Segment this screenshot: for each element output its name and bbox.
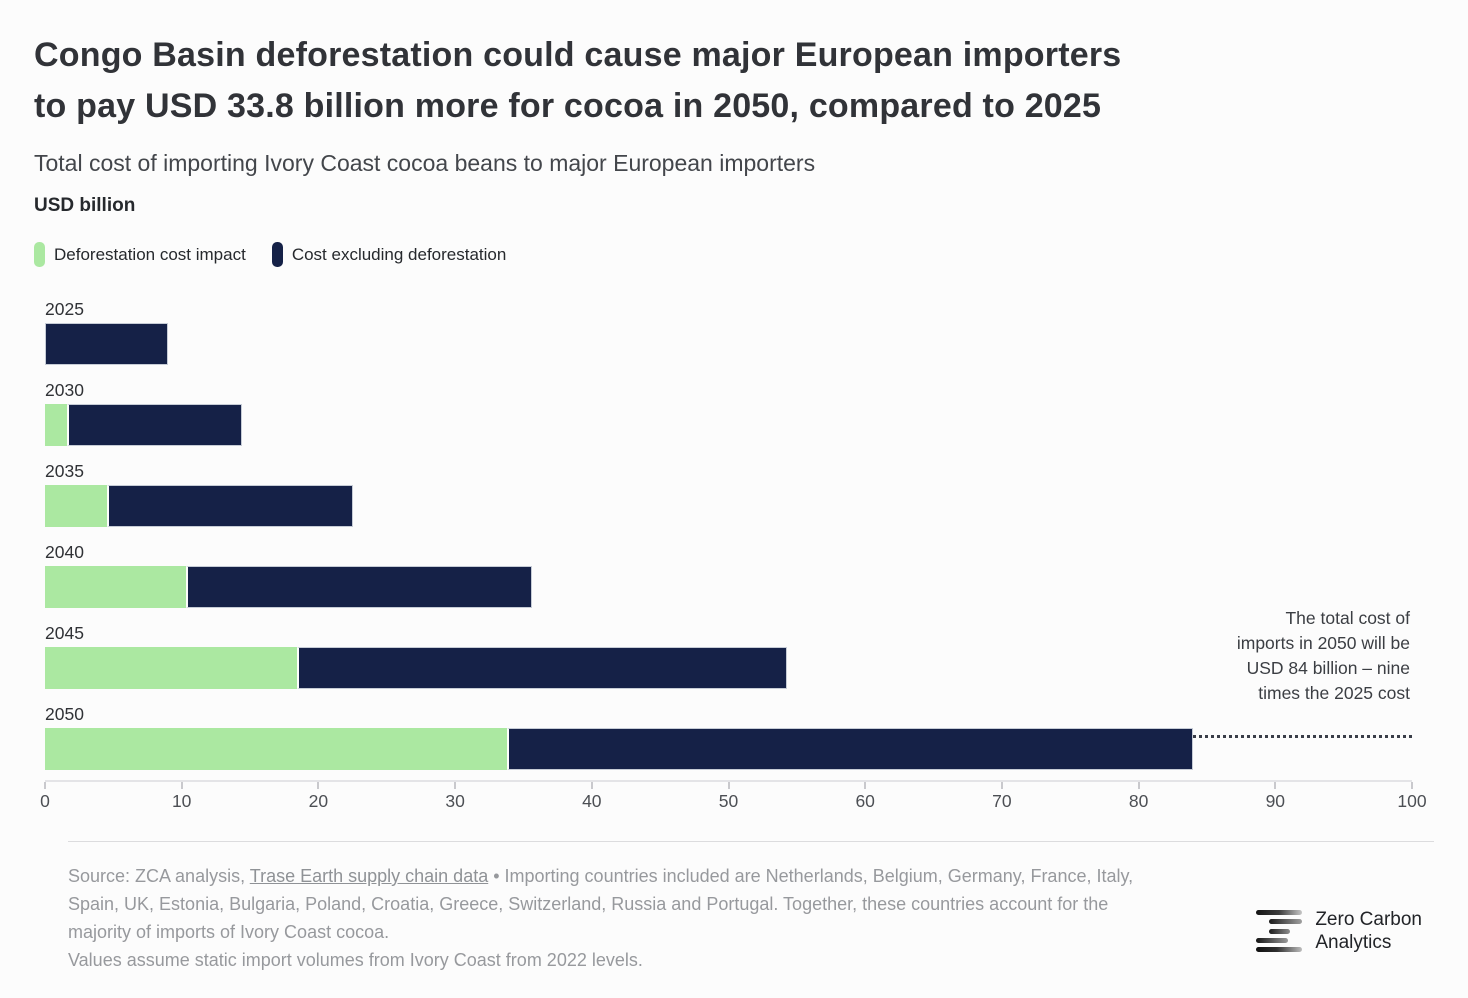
bar-year-label: 2030 — [45, 380, 84, 400]
x-tick — [317, 782, 320, 789]
bar-track — [45, 404, 1412, 446]
annotation-leader-line — [1193, 735, 1412, 738]
bar-segment-cost-excluding — [296, 647, 788, 689]
bar-segment-cost-excluding — [106, 485, 353, 527]
x-tick-label: 30 — [445, 791, 465, 811]
legend-item-excluding: Cost excluding deforestation — [271, 242, 507, 267]
x-tick — [454, 782, 457, 789]
bar-year-label: 2040 — [45, 542, 84, 562]
bar-row-2025: 2025 — [45, 298, 1412, 365]
x-tick-label: 50 — [718, 791, 739, 811]
legend-swatch-navy-icon — [271, 242, 283, 267]
bar-segment-deforestation — [45, 485, 107, 527]
chart-subtitle: Total cost of importing Ivory Coast coco… — [34, 150, 816, 176]
legend-label: Deforestation cost impact — [54, 244, 246, 264]
bar-year-label: 2050 — [45, 704, 84, 724]
bar-rows: 2025 2030 2035 2040 2045 2050 — [45, 298, 1412, 770]
x-tick — [180, 782, 183, 789]
logo-bar — [1256, 937, 1288, 943]
legend-item-deforestation: Deforestation cost impact — [34, 242, 246, 267]
bar-segment-cost-excluding — [507, 728, 1194, 770]
x-tick — [864, 782, 867, 789]
x-axis-line — [45, 780, 1412, 782]
zero-carbon-analytics-logo-icon — [1256, 910, 1303, 952]
title-line-2: to pay USD 33.8 billion more for cocoa i… — [34, 87, 1102, 125]
legend-swatch-green-icon — [34, 242, 45, 267]
x-tick-label: 10 — [171, 791, 192, 811]
legend-label: Cost excluding deforestation — [291, 244, 507, 264]
chart-annotation: The total cost of imports in 2050 will b… — [1236, 608, 1410, 703]
x-tick — [44, 782, 46, 789]
x-tick-label: 60 — [855, 791, 875, 811]
bar-segment-deforestation — [45, 566, 186, 608]
bar-segment-cost-excluding — [185, 566, 532, 608]
logo-bar — [1269, 919, 1303, 925]
page: Congo Basin deforestation could cause ma… — [34, 30, 1468, 974]
logo-text: Zero Carbon Analytics — [1315, 908, 1422, 954]
source-link[interactable]: Trase Earth supply chain data — [249, 866, 489, 886]
legend: Deforestation cost impact Cost excluding… — [34, 242, 1468, 267]
logo-text-line-2: Analytics — [1315, 932, 1392, 953]
x-tick — [1411, 782, 1413, 789]
logo-text-line-1: Zero Carbon — [1315, 909, 1422, 930]
bar-track — [45, 323, 1412, 365]
bar-year-label: 2035 — [45, 461, 84, 481]
bar-row-2045: 2045 — [45, 622, 1412, 689]
x-tick-label: 100 — [1397, 791, 1427, 811]
x-tick — [1000, 782, 1003, 789]
footer-text: Source: ZCA analysis, Trase Earth supply… — [68, 862, 1148, 974]
x-axis: 0 10 20 30 40 50 60 70 80 90 100 — [40, 780, 1427, 816]
bar-track — [45, 728, 1412, 770]
x-tick-label: 80 — [1128, 791, 1149, 811]
logo-bar — [1256, 910, 1303, 915]
x-tick-label: 70 — [992, 791, 1012, 811]
bar-segment-deforestation — [45, 647, 297, 689]
footer: Source: ZCA analysis, Trase Earth supply… — [68, 841, 1434, 974]
x-tick — [590, 782, 593, 789]
bar-track — [45, 566, 1412, 608]
logo-bar — [1268, 928, 1290, 934]
x-tick — [727, 782, 730, 789]
source-prefix: Source: ZCA analysis, — [68, 866, 250, 886]
bar-chart: 2025 2030 2035 2040 2045 2050 0 10 20 30 40 50 60 70… — [40, 298, 1427, 816]
bar-row-2035: 2035 — [45, 460, 1412, 527]
footer-note: Values assume static import volumes from… — [68, 950, 643, 970]
x-tick-label: 0 — [40, 791, 50, 811]
zero-carbon-analytics-logo: Zero Carbon Analytics — [1256, 888, 1434, 974]
source-suffix: • Importing countries included are Nethe… — [68, 866, 1134, 942]
bar-segment-deforestation — [45, 728, 508, 770]
unit-label: USD billion — [34, 195, 136, 216]
x-tick — [1274, 782, 1277, 789]
x-tick-label: 40 — [582, 791, 602, 811]
bar-track — [45, 647, 1412, 689]
bar-year-label: 2045 — [45, 623, 84, 643]
bar-segment-cost-excluding — [66, 404, 242, 446]
x-tick — [1137, 782, 1140, 789]
bar-row-2030: 2030 — [45, 379, 1412, 446]
bar-row-2050: 2050 — [45, 703, 1412, 770]
bar-segment-deforestation — [45, 404, 67, 446]
bar-row-2040: 2040 — [45, 541, 1412, 608]
logo-bar — [1256, 947, 1303, 952]
page-title: Congo Basin deforestation could cause ma… — [34, 30, 1468, 132]
title-line-1: Congo Basin deforestation could cause ma… — [34, 36, 1122, 74]
bar-track — [45, 485, 1412, 527]
bar-year-label: 2025 — [45, 299, 84, 319]
x-tick-label: 90 — [1265, 791, 1286, 811]
bar-segment-cost-excluding — [45, 323, 169, 365]
x-tick-label: 20 — [308, 791, 329, 811]
